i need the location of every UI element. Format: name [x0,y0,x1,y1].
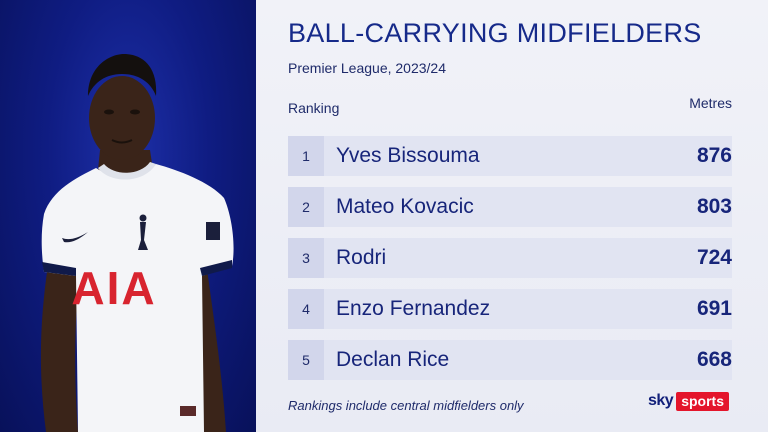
table-row: 1 Yves Bissouma 876 [288,136,732,176]
column-header-ranking: Ranking [288,100,340,116]
rank-badge: 1 [288,136,324,176]
player-head [89,76,155,160]
player-name: Declan Rice [336,348,450,371]
table-row: 4 Enzo Fernandez 691 [288,289,732,329]
metres-value: 691 [696,297,732,320]
page-subtitle: Premier League, 2023/24 [288,60,446,76]
rank-badge: 4 [288,289,324,329]
ranking-table: 1 Yves Bissouma 876 2 Mateo Kovacic 803 … [288,136,732,391]
ranking-panel: BALL-CARRYING MIDFIELDERS Premier League… [256,0,768,432]
rank-badge: 2 [288,187,324,227]
kit-brand-icon [62,232,88,243]
column-header-metres: Metres [689,95,732,111]
player-name: Mateo Kovacic [336,195,474,218]
sleeve-badge-icon [206,222,220,240]
player-shirt [41,164,234,432]
sky-sports-logo: sky sports [648,390,729,412]
player-name: Enzo Fernandez [336,297,491,320]
table-row: 5 Declan Rice 668 [288,340,732,380]
rank-badge: 3 [288,238,324,278]
metres-value: 803 [696,195,732,218]
metres-value: 668 [696,348,732,371]
metres-value: 724 [696,246,732,269]
player-photo: AIA [40,54,234,432]
player-name: Rodri [336,246,387,269]
rank-badge: 5 [288,340,324,380]
player-name: Yves Bissouma [336,144,480,167]
club-crest-icon [138,222,148,250]
shirt-sponsor: AIA [71,262,156,314]
footnote: Rankings include central midfielders onl… [288,398,524,413]
metres-value: 876 [696,144,732,167]
logo-sports-text: sports [676,391,729,411]
table-row: 3 Rodri 724 [288,238,732,278]
page-title: BALL-CARRYING MIDFIELDERS [288,18,702,48]
player-left-arm [40,265,80,432]
table-row: 2 Mateo Kovacic 803 [288,187,732,227]
logo-sky-text: sky [648,392,674,409]
player-hair [88,54,157,96]
player-photo-panel: AIA [0,0,256,432]
